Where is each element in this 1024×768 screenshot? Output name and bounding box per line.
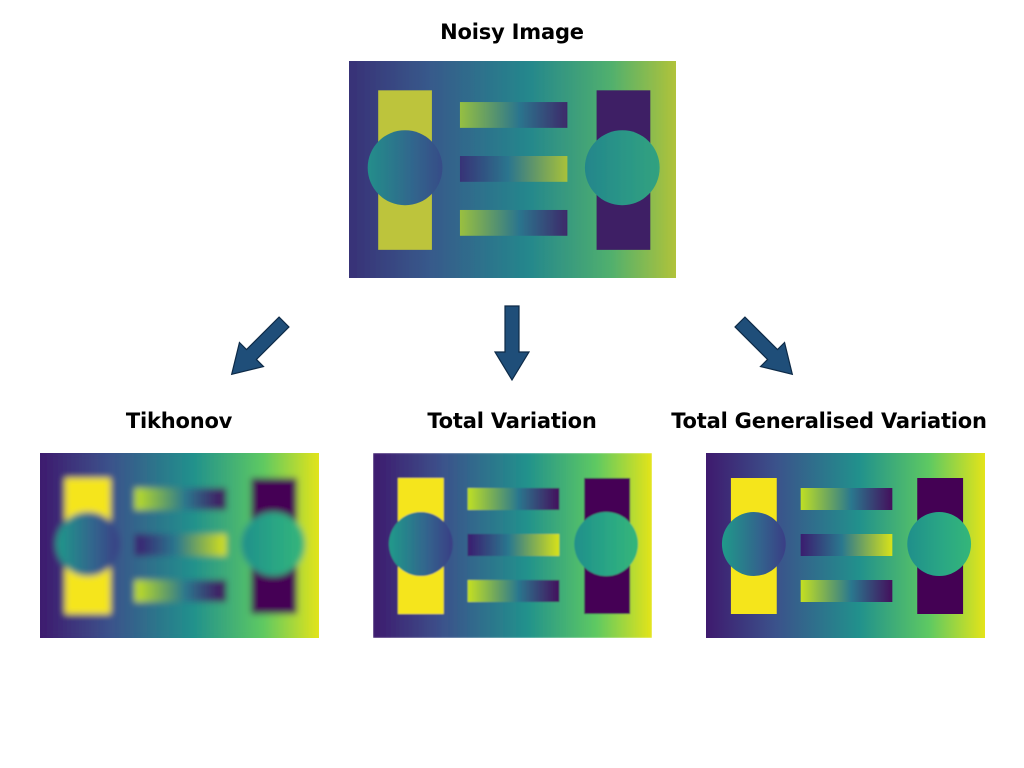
noise-overlay [349, 61, 676, 278]
tgv-image [706, 453, 985, 638]
arrow-to-total-variation-icon [494, 305, 530, 381]
total-variation-image [373, 453, 652, 638]
noisy-image [349, 61, 676, 278]
total-variation-title: Total Variation [427, 409, 597, 433]
tikhonov-image [40, 453, 319, 638]
arrow-to-tikhonov-icon [219, 309, 297, 387]
tgv-title: Total Generalised Variation [671, 409, 987, 433]
noisy-image-title: Noisy Image [440, 20, 584, 44]
tikhonov-title: Tikhonov [125, 409, 233, 433]
arrow-to-tgv-icon [727, 309, 805, 387]
